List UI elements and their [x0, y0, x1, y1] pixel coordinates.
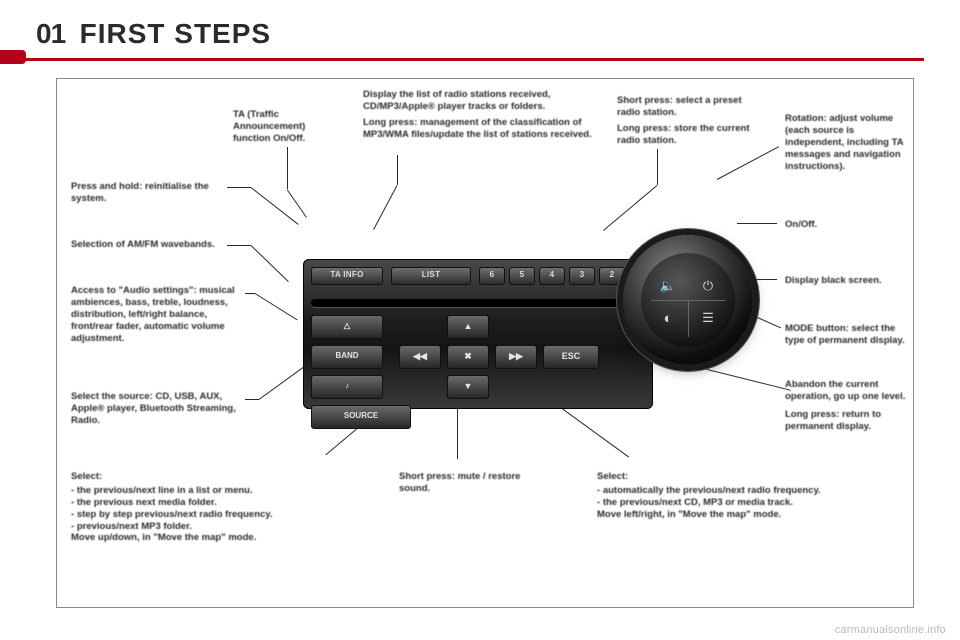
- label-source: Select the source: CD, USB, AUX, Apple® …: [71, 391, 241, 427]
- label-updown-head: Select:: [71, 471, 331, 483]
- leader: [657, 149, 658, 185]
- rewind-icon: ◀◀: [400, 351, 440, 362]
- page-header: 01 FIRST STEPS: [36, 18, 924, 58]
- leader: [245, 399, 259, 400]
- preset-5-label: 5: [510, 270, 534, 279]
- radio-panel: TA INFO LIST 6 5 4 3 2 1 △ BAND ♪ SOURCE: [303, 259, 653, 409]
- radio-device: TA INFO LIST 6 5 4 3 2 1 △ BAND ♪ SOURCE: [303, 239, 733, 429]
- preset-5-button[interactable]: 5: [509, 267, 535, 285]
- content-frame: TA (Traffic Announcement) function On/Of…: [56, 78, 914, 608]
- volume-dial[interactable]: 🔈 ⏻ ◐ ☰: [623, 235, 753, 365]
- source-label: SOURCE: [312, 411, 410, 420]
- leader: [373, 185, 397, 230]
- header-rule: [0, 58, 924, 61]
- leader: [397, 155, 398, 185]
- leader: [227, 187, 251, 188]
- ta-info-label: TA INFO: [312, 270, 382, 279]
- preset-4-label: 4: [540, 270, 564, 279]
- preset-2-button[interactable]: 2: [599, 267, 625, 285]
- label-updown-foot: Move up/down, in "Move the map" mode.: [71, 532, 331, 544]
- preset-3-label: 3: [570, 270, 594, 279]
- label-esc-2: Long press: return to permanent display.: [785, 409, 909, 433]
- esc-button[interactable]: ESC: [543, 345, 599, 369]
- eject-button[interactable]: △: [311, 315, 383, 339]
- label-lr-2: the previous/next CD, MP3 or media track…: [597, 497, 897, 509]
- label-mute: Short press: mute / restore sound.: [399, 471, 549, 495]
- leader: [251, 187, 299, 225]
- page: 01 FIRST STEPS TA (Traffic Announcement)…: [0, 0, 960, 640]
- ta-info-button[interactable]: TA INFO: [311, 267, 383, 285]
- source-button[interactable]: SOURCE: [311, 405, 411, 429]
- label-preset-1: Short press: select a preset radio stati…: [617, 95, 767, 119]
- preset-row: TA INFO LIST 6 5 4 3 2 1: [311, 267, 645, 287]
- music-note-icon: ♪: [312, 381, 382, 390]
- down-button[interactable]: ▼: [447, 375, 489, 399]
- label-lr: Select: automatically the previous/next …: [597, 471, 897, 523]
- leader: [255, 293, 298, 320]
- leader: [737, 223, 777, 224]
- label-preset-2: Long press: store the current radio stat…: [617, 123, 767, 147]
- preset-3-button[interactable]: 3: [569, 267, 595, 285]
- prev-button[interactable]: ◀◀: [399, 345, 441, 369]
- band-label: BAND: [312, 351, 382, 360]
- leader: [251, 245, 289, 282]
- up-button[interactable]: ▲: [447, 315, 489, 339]
- eject-icon: △: [312, 321, 382, 330]
- label-list-2: Long press: management of the classifica…: [363, 117, 593, 141]
- label-esc-1: Abandon the current operation, go up one…: [785, 379, 909, 403]
- label-rotate: Rotation: adjust volume (each source is …: [785, 113, 909, 172]
- cd-slot[interactable]: [311, 299, 645, 307]
- label-init: Press and hold: reinitialise the system.: [71, 181, 221, 205]
- label-list-1: Display the list of radio stations recei…: [363, 89, 593, 113]
- leader: [603, 185, 657, 231]
- band-button[interactable]: BAND: [311, 345, 383, 369]
- label-lr-1: automatically the previous/next radio fr…: [597, 485, 897, 497]
- list-button[interactable]: LIST: [391, 267, 471, 285]
- label-ta: TA (Traffic Announcement) function On/Of…: [233, 109, 343, 145]
- watermark: carmanualsonline.info: [835, 624, 946, 636]
- mode-icon[interactable]: ☰: [685, 295, 731, 341]
- preset-2-label: 2: [600, 270, 624, 279]
- triangle-down-icon: ▼: [448, 381, 488, 391]
- leader: [287, 189, 307, 217]
- next-button[interactable]: ▶▶: [495, 345, 537, 369]
- mute-icon: ✖: [448, 351, 488, 362]
- header-notch: [0, 50, 26, 64]
- triangle-up-icon: ▲: [448, 321, 488, 331]
- label-updown-2: the previous next media folder.: [71, 497, 331, 509]
- label-updown-3: step by step previous/next radio frequen…: [71, 509, 331, 521]
- esc-label: ESC: [544, 351, 598, 361]
- leader: [717, 146, 779, 180]
- label-black: Display black screen.: [785, 275, 905, 287]
- label-mode: MODE button: select the type of permanen…: [785, 323, 909, 347]
- label-lr-head: Select:: [597, 471, 897, 483]
- section-number: 01: [36, 18, 65, 49]
- leader: [227, 245, 251, 246]
- mute-button[interactable]: ✖: [447, 345, 489, 369]
- fast-forward-icon: ▶▶: [496, 351, 536, 362]
- nav-key-cluster: ▲ ◀◀ ✖ ▶▶ ESC ▼: [399, 315, 629, 409]
- leader: [259, 366, 305, 400]
- label-updown-1: the previous/next line in a list or menu…: [71, 485, 331, 497]
- label-lr-foot: Move left/right, in "Move the map" mode.: [597, 509, 897, 521]
- preset-4-button[interactable]: 4: [539, 267, 565, 285]
- dial-face: 🔈 ⏻ ◐ ☰: [641, 253, 735, 347]
- label-updown: Select: the previous/next line in a list…: [71, 471, 331, 546]
- label-audio: Access to "Audio settings": musical ambi…: [71, 285, 239, 344]
- list-label: LIST: [392, 270, 470, 279]
- preset-6-button[interactable]: 6: [479, 267, 505, 285]
- page-title: FIRST STEPS: [80, 18, 271, 49]
- leader: [287, 147, 288, 189]
- label-updown-4: previous/next MP3 folder.: [71, 521, 331, 533]
- audio-settings-button[interactable]: ♪: [311, 375, 383, 399]
- preset-6-label: 6: [480, 270, 504, 279]
- label-onoff: On/Off.: [785, 219, 905, 231]
- label-amfm: Selection of AM/FM wavebands.: [71, 239, 221, 251]
